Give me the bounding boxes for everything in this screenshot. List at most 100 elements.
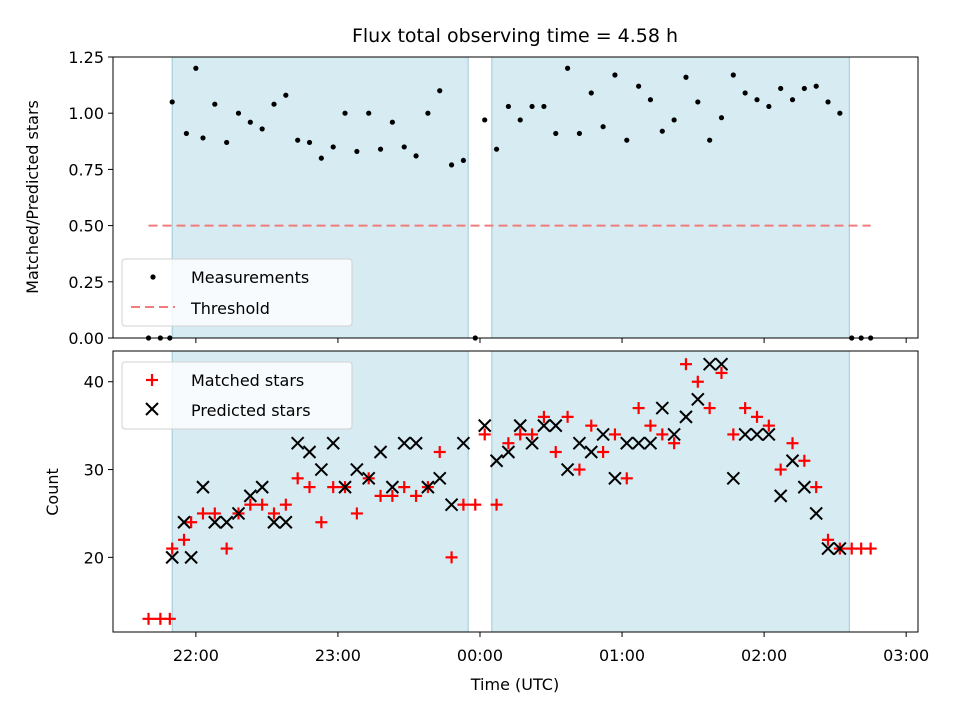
predicted-stars-point <box>785 454 800 468</box>
chart-title: Flux total observing time = 4.58 h <box>352 25 678 47</box>
x-tick-label: 23:00 <box>315 646 361 665</box>
predicted-stars-point <box>525 436 539 450</box>
measurement-point <box>517 117 523 123</box>
predicted-stars-point <box>208 515 222 529</box>
predicted-stars-point <box>326 436 340 450</box>
predicted-stars-point <box>750 427 764 442</box>
predicted-stars-point <box>290 436 305 450</box>
measurement-point <box>837 110 843 116</box>
matched-stars-point <box>445 551 458 564</box>
matched-stars-point <box>679 358 692 371</box>
measurement-point <box>600 124 606 130</box>
predicted-stars-legend-label: Predicted stars <box>191 401 311 420</box>
measurement-point <box>366 110 372 116</box>
measurement-point <box>742 90 748 96</box>
matched-stars-point <box>585 419 598 432</box>
predicted-stars-point <box>560 462 575 477</box>
matched-stars-point <box>727 428 740 441</box>
matched-stars-point <box>774 463 787 476</box>
measurement-point <box>271 101 277 107</box>
measurement-point <box>529 103 535 110</box>
matched-stars-point <box>256 498 269 511</box>
matched-stars-point <box>163 612 176 625</box>
matched-stars-point <box>166 542 179 555</box>
measurement-point <box>612 72 618 78</box>
measurement-point <box>425 110 431 116</box>
measurement-point <box>169 99 175 105</box>
matched-stars-point <box>315 516 328 529</box>
measurement-point <box>683 74 689 80</box>
predicted-stars-point <box>738 427 752 442</box>
matched-stars-point <box>303 481 316 494</box>
predicted-stars-point <box>773 489 788 503</box>
predicted-stars-point <box>537 418 551 433</box>
measurement-point <box>493 146 500 152</box>
predicted-stars-point <box>797 480 812 494</box>
predicted-stars-point <box>397 436 411 450</box>
predicted-stars-point <box>338 480 352 494</box>
y-tick-label: 1.00 <box>68 104 104 123</box>
top-panel: 0.00 0.25 0.50 0.75 1.00 1.25 Flux total obse… <box>23 25 919 348</box>
y-tick-label: 40 <box>84 373 104 392</box>
matched-stars-point <box>668 437 681 450</box>
measurement-point <box>754 97 760 103</box>
predicted-stars-point <box>314 462 329 477</box>
predicted-stars-point <box>385 480 400 494</box>
matched-stars-legend-marker <box>146 374 158 386</box>
measurement-point <box>259 126 265 132</box>
matched-stars-point <box>350 507 363 520</box>
top-panel-y-axis: 0.00 0.25 0.50 0.75 1.00 1.25 <box>68 48 113 348</box>
matched-stars-point <box>822 533 835 546</box>
measurement-point <box>576 130 583 137</box>
matched-stars-point <box>526 428 539 441</box>
predicted-stars-point <box>196 480 210 494</box>
matched-stars-point <box>502 437 515 450</box>
matched-stars-point <box>608 428 621 441</box>
matched-stars-point <box>374 489 387 502</box>
observing-window-2 <box>491 351 850 632</box>
measurement-point <box>647 97 654 103</box>
predicted-stars-point <box>667 427 681 442</box>
predicted-stars-point <box>231 506 246 521</box>
matched-stars-point <box>703 402 716 415</box>
measurement-point <box>437 88 443 94</box>
measurement-point <box>283 92 289 98</box>
x-tick-label: 01:00 <box>599 646 645 665</box>
predicted-stars-point <box>608 471 622 486</box>
observing-window-2 <box>491 57 850 338</box>
predicted-stars-point <box>267 515 281 529</box>
predicted-stars-point <box>596 427 610 442</box>
measurement-point <box>183 130 189 137</box>
x-tick-label: 03:00 <box>883 646 929 665</box>
bottom-legend-frame <box>121 361 353 430</box>
x-axis-label: Time (UTC) <box>470 675 559 694</box>
measurement-point <box>377 146 384 152</box>
predicted-stars-point <box>302 445 317 459</box>
predicted-stars-point <box>219 515 234 529</box>
matched-stars-point <box>656 428 669 441</box>
measurement-point <box>235 110 242 116</box>
measurement-point <box>200 135 206 141</box>
matched-stars-point <box>751 410 763 423</box>
measurement-point <box>354 148 360 155</box>
matched-stars-point <box>142 612 155 625</box>
bottom-panel-frame <box>112 350 919 633</box>
matched-stars-point <box>549 445 562 458</box>
predicted-stars-point <box>691 392 705 407</box>
predicted-stars-point <box>373 445 388 459</box>
top-panel-legend: Measurements Threshold <box>121 258 353 327</box>
matched-stars-point <box>244 498 257 511</box>
measurement-point <box>671 117 677 123</box>
matched-stars-legend-label: Matched stars <box>191 371 304 390</box>
measurement-point <box>564 65 571 71</box>
matched-stars-point <box>196 507 209 520</box>
predicted-stars-point <box>549 418 563 433</box>
measurement-point <box>212 101 218 107</box>
matched-stars-point <box>490 498 503 511</box>
bottom-panel: 20 30 40 22:00 23:00 00:00 01:00 02:00 03:00 Ti… <box>43 350 929 694</box>
predicted-stars-point <box>762 427 776 442</box>
measurement-point <box>505 103 511 110</box>
matched-stars-point <box>433 445 446 458</box>
predicted-stars-point <box>478 418 492 433</box>
predicted-stars-point <box>489 454 504 468</box>
